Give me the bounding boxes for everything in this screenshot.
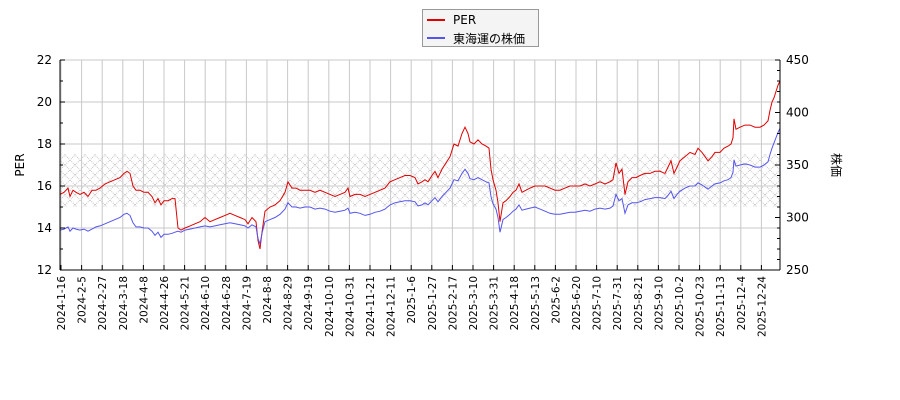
svg-text:20: 20 xyxy=(37,95,52,109)
legend-swatch-price xyxy=(427,37,445,39)
svg-text:14: 14 xyxy=(37,221,52,235)
svg-text:2025-11-13: 2025-11-13 xyxy=(715,276,727,337)
svg-text:2024-3-18: 2024-3-18 xyxy=(118,276,130,330)
svg-text:300: 300 xyxy=(786,211,809,225)
svg-text:2025-6-2: 2025-6-2 xyxy=(550,276,562,324)
legend-label-price: 東海運の株価 xyxy=(453,31,526,46)
svg-text:2025-12-24: 2025-12-24 xyxy=(756,276,768,337)
svg-text:2024-9-19: 2024-9-19 xyxy=(303,276,315,330)
svg-text:250: 250 xyxy=(786,263,809,277)
svg-text:2024-2-27: 2024-2-27 xyxy=(97,276,109,330)
svg-text:450: 450 xyxy=(786,53,809,67)
svg-text:2025-1-27: 2025-1-27 xyxy=(427,276,439,330)
legend-swatch-per xyxy=(427,19,445,21)
svg-text:2025-10-2: 2025-10-2 xyxy=(674,276,686,330)
svg-text:2025-5-13: 2025-5-13 xyxy=(530,276,542,330)
svg-text:2025-3-10: 2025-3-10 xyxy=(468,276,480,330)
data-lines xyxy=(59,80,781,250)
svg-text:2025-4-18: 2025-4-18 xyxy=(509,276,521,330)
svg-text:2024-7-19: 2024-7-19 xyxy=(241,276,253,330)
grid-lines xyxy=(60,59,780,271)
svg-text:2024-1-16: 2024-1-16 xyxy=(56,276,68,331)
shaded-band xyxy=(60,154,780,207)
svg-text:2025-12-4: 2025-12-4 xyxy=(736,276,748,331)
svg-text:2024-4-26: 2024-4-26 xyxy=(159,276,171,331)
y-axis-title-right: 株価 xyxy=(829,153,844,177)
svg-text:2024-10-10: 2024-10-10 xyxy=(324,276,336,337)
svg-text:2025-6-20: 2025-6-20 xyxy=(571,276,583,330)
svg-text:2024-10-31: 2024-10-31 xyxy=(344,276,356,337)
y-axis-title-left: PER xyxy=(13,153,27,176)
svg-text:2025-7-31: 2025-7-31 xyxy=(612,276,624,330)
legend-item-price: 東海運の株価 xyxy=(427,30,525,46)
svg-text:2024-11-21: 2024-11-21 xyxy=(365,276,377,337)
hatched-band xyxy=(60,154,780,207)
svg-text:2024-2-5: 2024-2-5 xyxy=(77,276,89,324)
svg-text:2024-12-11: 2024-12-11 xyxy=(386,276,398,337)
svg-text:22: 22 xyxy=(37,53,52,67)
svg-text:2024-6-10: 2024-6-10 xyxy=(200,276,212,330)
svg-text:2025-1-6: 2025-1-6 xyxy=(406,276,418,324)
svg-text:2025-10-23: 2025-10-23 xyxy=(695,276,707,337)
svg-text:2025-9-10: 2025-9-10 xyxy=(653,276,665,330)
tick-labels: 12 14 16 18 20 22 250 300 350 400 450 2024-1-16 2024… xyxy=(13,53,844,337)
series-line xyxy=(59,128,781,246)
legend-item-per: PER xyxy=(427,12,476,28)
svg-text:2025-8-21: 2025-8-21 xyxy=(633,276,645,330)
svg-text:2025-3-31: 2025-3-31 xyxy=(489,276,501,330)
svg-text:400: 400 xyxy=(786,106,809,120)
series-line xyxy=(59,80,781,250)
axes xyxy=(59,59,781,271)
legend: PER 東海運の株価 xyxy=(422,9,539,47)
svg-text:2024-4-8: 2024-4-8 xyxy=(138,276,150,324)
legend-label-per: PER xyxy=(453,13,477,27)
svg-text:18: 18 xyxy=(37,137,52,151)
svg-text:350: 350 xyxy=(786,158,809,172)
svg-text:2025-7-10: 2025-7-10 xyxy=(592,276,604,330)
svg-text:2025-2-17: 2025-2-17 xyxy=(447,276,459,330)
svg-text:2024-8-29: 2024-8-29 xyxy=(283,276,295,330)
svg-text:2024-6-28: 2024-6-28 xyxy=(221,276,233,330)
svg-text:2024-5-21: 2024-5-21 xyxy=(180,276,192,330)
svg-text:12: 12 xyxy=(37,263,52,277)
svg-text:2024-8-8: 2024-8-8 xyxy=(262,276,274,324)
svg-text:16: 16 xyxy=(37,179,52,193)
